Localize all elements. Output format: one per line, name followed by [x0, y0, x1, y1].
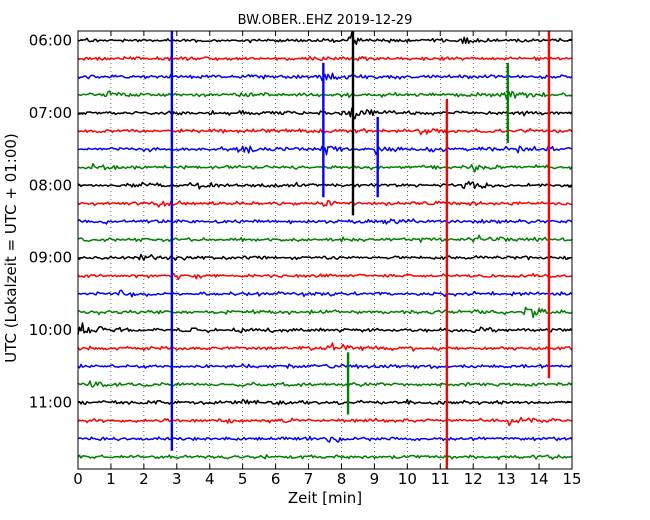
x-tick-label: 12	[464, 470, 483, 488]
trace-0745	[77, 162, 573, 173]
trace-0645	[77, 90, 573, 99]
trace-0600	[77, 31, 573, 46]
trace-0715	[77, 127, 573, 136]
trace-0830	[77, 218, 573, 225]
x-tick-label: 5	[238, 470, 248, 488]
trace-0815	[77, 199, 573, 208]
x-tick-label: 1	[106, 470, 116, 488]
trace-0630	[77, 72, 573, 82]
x-tick-label: 14	[530, 470, 549, 488]
x-tick-label: 9	[370, 470, 380, 488]
trace-1100	[78, 398, 573, 406]
trace-1045	[77, 380, 573, 388]
trace-0800	[77, 180, 573, 190]
trace-0915	[77, 272, 573, 281]
trace-0945	[77, 306, 573, 319]
x-tick-label: 11	[431, 470, 450, 488]
trace-1130	[77, 435, 573, 443]
x-axis-ticks: 0 1 2 3 4 5 6 7 8 9 10 11 12 13 14 15	[73, 31, 582, 488]
x-tick-label: 7	[304, 470, 314, 488]
plot-frame	[77, 30, 573, 470]
trace-0900	[77, 253, 573, 261]
x-tick-label: 10	[398, 470, 417, 488]
trace-1115	[77, 416, 573, 427]
y-tick-label: 09:00	[29, 249, 72, 267]
x-tick-label: 0	[73, 470, 83, 488]
trace-1015	[77, 342, 573, 352]
x-tick-label: 15	[562, 470, 581, 488]
x-tick-label: 4	[205, 470, 215, 488]
y-tick-label: 11:00	[29, 394, 72, 412]
trace-0615	[77, 55, 573, 62]
y-tick-label: 06:00	[29, 32, 72, 50]
x-axis-label: Zeit [min]	[288, 489, 362, 507]
y-axis-label: UTC (Lokalzeit = UTC + 01:00)	[2, 133, 20, 363]
chart-title: BW.OBER..EHZ 2019-12-29	[238, 13, 413, 28]
trace-1000	[77, 322, 573, 335]
vertical-spikes	[170, 31, 551, 469]
y-tick-label: 07:00	[29, 104, 72, 122]
x-tick-label: 2	[139, 470, 149, 488]
trace-1145	[77, 454, 573, 461]
x-tick-label: 8	[337, 470, 347, 488]
x-tick-label: 3	[172, 470, 182, 488]
trace-0700	[77, 107, 573, 120]
seismic-traces	[77, 31, 573, 461]
y-axis-ticks: 06:00 07:00 08:00 09:00 10:00 11:00	[29, 32, 572, 412]
y-tick-label: 08:00	[29, 176, 72, 194]
trace-0845	[77, 234, 573, 243]
trace-0730	[77, 145, 573, 156]
trace-0930	[77, 289, 573, 298]
trace-1030	[77, 363, 573, 370]
x-tick-label: 6	[271, 470, 281, 488]
y-tick-label: 10:00	[29, 321, 72, 339]
x-tick-label: 13	[497, 470, 516, 488]
